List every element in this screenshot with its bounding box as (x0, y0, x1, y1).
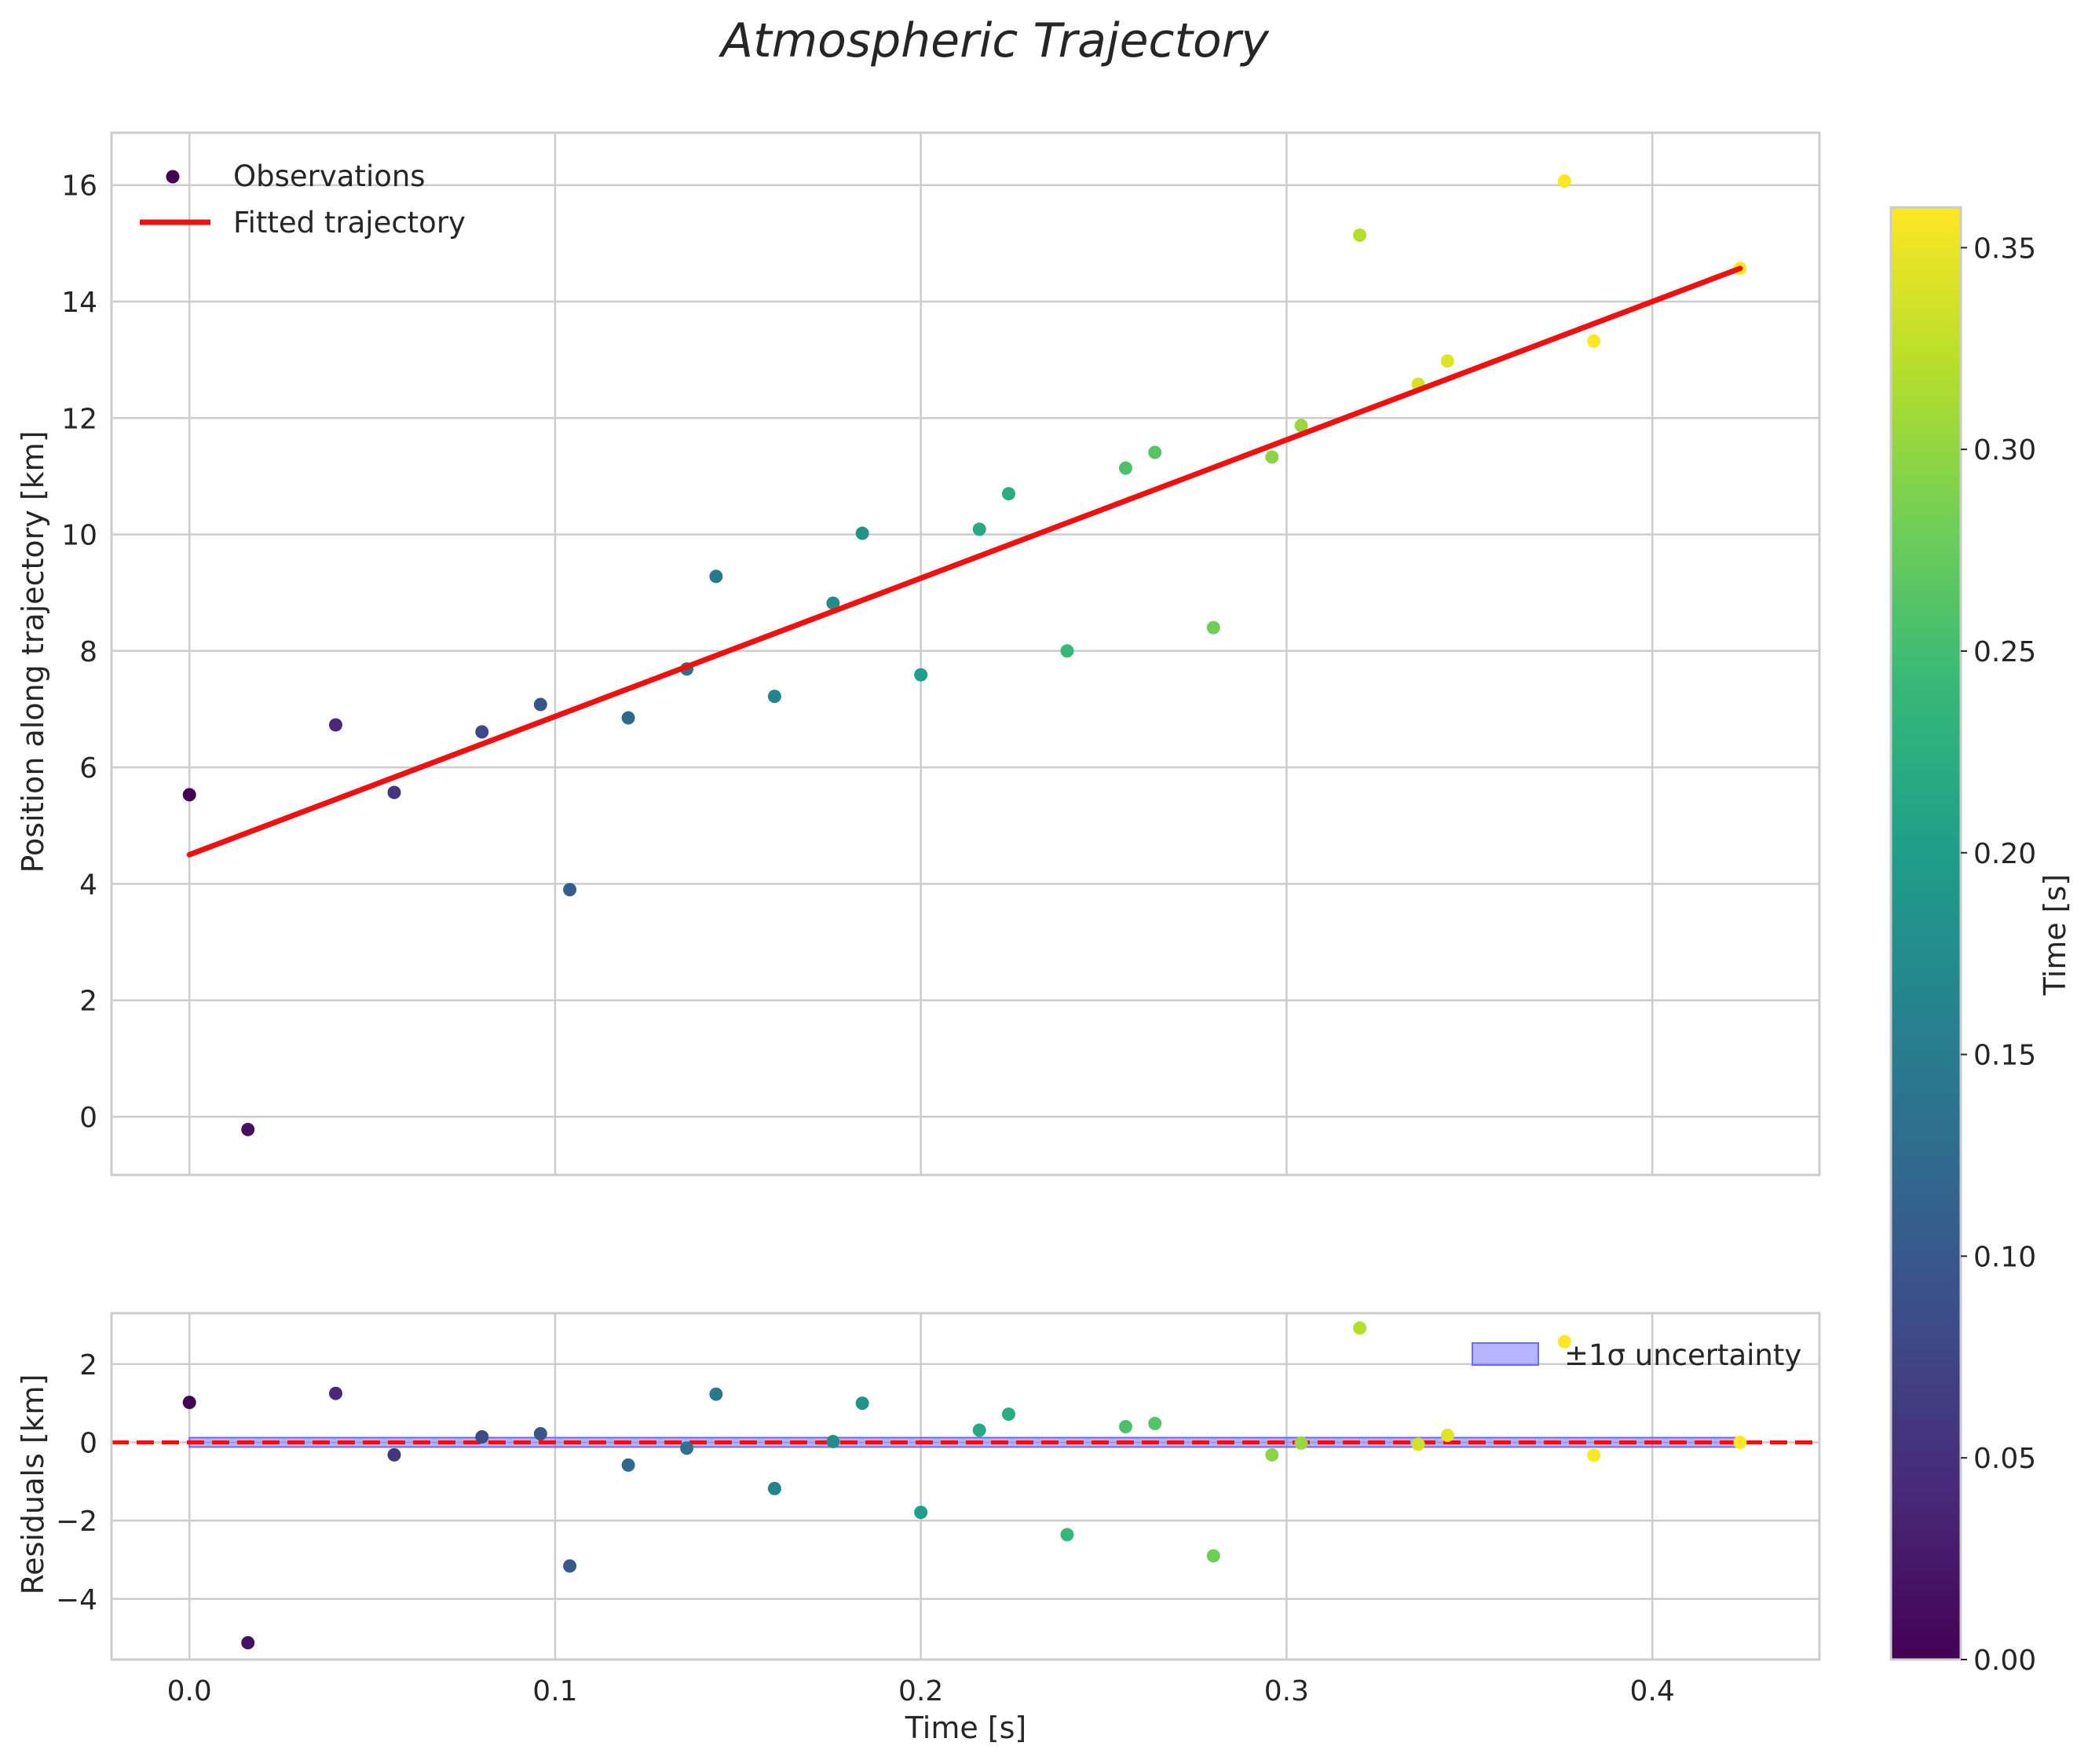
data-point (387, 785, 401, 800)
data-point (241, 1122, 255, 1136)
y-tick-label: 10 (61, 520, 97, 552)
y-tick-label: 16 (61, 170, 97, 203)
data-point (1353, 228, 1367, 242)
legend-uncertainty-swatch (1472, 1342, 1539, 1366)
colorbar-tick-label: 0.10 (1973, 1241, 2036, 1273)
data-point (182, 788, 196, 802)
top-y-axis-label: Position along trajectory [km] (16, 430, 50, 873)
colorbar-tick-label: 0.35 (1973, 232, 2036, 265)
data-point (533, 697, 547, 712)
colorbar-label: Time [s] (2038, 874, 2072, 997)
x-tick-label: 0.0 (167, 1675, 212, 1707)
data-point (1206, 620, 1220, 635)
legend-uncertainty-label: ±1σ uncertainty (1564, 1338, 1801, 1372)
data-point (1118, 461, 1132, 475)
data-point (1411, 1437, 1425, 1451)
axes-frame (110, 131, 1821, 1177)
data-point (1587, 334, 1601, 348)
colorbar-tick-label: 0.05 (1973, 1443, 2036, 1475)
y-tick-label: 2 (79, 986, 97, 1018)
colorbar-tick-label: 0.20 (1973, 838, 2036, 870)
fitted-trajectory-line (186, 265, 1743, 858)
bottom-legend: ±1σ uncertainty (1472, 1338, 1801, 1372)
x-tick-label: 0.4 (1630, 1675, 1675, 1707)
x-tick-label: 0.3 (1264, 1675, 1309, 1707)
x-tick-label: 0.1 (532, 1675, 577, 1707)
data-point (475, 725, 489, 739)
top-panel: 0 2 4 6 8 10 12 14 16 (61, 131, 1821, 1177)
data-point (328, 1386, 342, 1400)
data-point (563, 1559, 577, 1573)
data-point (1440, 1428, 1454, 1442)
bottom-y-axis-label: Residuals [km] (16, 1374, 50, 1594)
legend-fit-label: Fitted trajectory (233, 206, 466, 240)
y-tick-label: 12 (61, 403, 97, 435)
data-point (1118, 1420, 1132, 1434)
data-point (709, 569, 723, 584)
colorbar-tick-label: 0.00 (1973, 1645, 2036, 1677)
data-point (533, 1426, 547, 1440)
data-point (621, 1458, 635, 1472)
data-point (1265, 450, 1279, 464)
data-point (1148, 445, 1162, 459)
y-tick-label: 0 (79, 1427, 97, 1459)
data-point (855, 526, 869, 540)
top-legend: Observations Fitted trajectory (140, 159, 466, 240)
data-point (914, 668, 928, 682)
data-point (1557, 174, 1571, 188)
legend-observations-marker (166, 170, 180, 184)
y-tick-label: 4 (79, 869, 97, 901)
data-point (182, 1396, 196, 1410)
data-point (1587, 1448, 1601, 1462)
axes-frame (110, 1312, 1821, 1661)
colorbar-tick-label: 0.15 (1973, 1040, 2036, 1072)
data-point (475, 1429, 489, 1444)
y-tick-label: 8 (79, 636, 97, 668)
data-point (972, 1423, 986, 1437)
data-point (1001, 1407, 1015, 1422)
y-tick-label: −2 (56, 1506, 97, 1538)
data-point (1733, 1435, 1747, 1449)
colorbar-tick-label: 0.25 (1973, 636, 2036, 668)
data-point (1060, 644, 1074, 658)
data-point (914, 1506, 928, 1520)
data-point (972, 522, 986, 536)
data-point (1440, 354, 1454, 368)
data-point (767, 1481, 781, 1495)
data-point (563, 883, 577, 897)
data-point (387, 1447, 401, 1462)
data-point (1206, 1549, 1220, 1563)
data-point (1060, 1528, 1074, 1542)
data-point (1353, 1321, 1367, 1335)
data-point (1265, 1447, 1279, 1462)
data-point (1557, 1334, 1571, 1349)
x-axis-label: Time [s] (905, 1711, 1027, 1745)
data-point (680, 1441, 694, 1455)
chart-title: Atmospheric Trajectory (718, 13, 1270, 68)
data-point (621, 711, 635, 725)
x-tick-label: 0.2 (898, 1675, 943, 1707)
colorbar: 0.00 0.05 0.10 0.15 0.20 0.25 0.30 0.35 (1889, 206, 2036, 1677)
data-point (1294, 419, 1308, 433)
data-point (855, 1396, 869, 1411)
data-point (767, 690, 781, 704)
bottom-panel: −4 −2 0 2 0.0 0.1 0.2 0.3 0.4 (56, 1312, 1821, 1707)
y-tick-label: 6 (79, 752, 97, 785)
data-point (1148, 1417, 1162, 1431)
legend-observations-label: Observations (233, 159, 426, 193)
data-point (1001, 487, 1015, 501)
y-tick-label: 2 (79, 1349, 97, 1382)
data-point (1294, 1436, 1308, 1450)
data-point (826, 596, 840, 610)
data-point (241, 1636, 255, 1650)
y-tick-label: 0 (79, 1102, 97, 1134)
colorbar-scale (1889, 206, 1962, 1661)
data-point (709, 1387, 723, 1401)
colorbar-tick-label: 0.30 (1973, 434, 2036, 467)
data-point (328, 718, 342, 732)
y-tick-label: 14 (61, 287, 97, 319)
y-tick-label: −4 (56, 1584, 97, 1616)
data-point (826, 1434, 840, 1448)
